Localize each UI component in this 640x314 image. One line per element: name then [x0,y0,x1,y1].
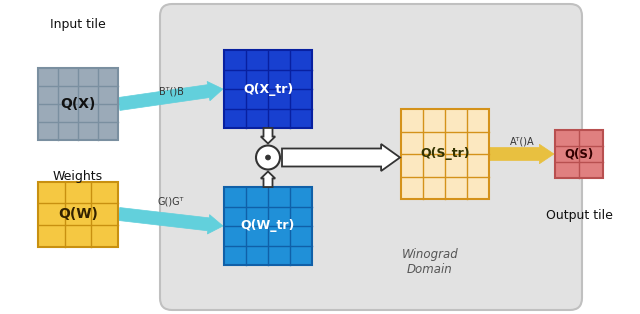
Circle shape [256,145,280,170]
FancyBboxPatch shape [160,4,582,310]
Text: Input tile: Input tile [50,18,106,31]
Polygon shape [118,208,223,234]
Bar [38,181,118,246]
Text: Q(S): Q(S) [564,148,594,160]
Bar [401,109,489,199]
Bar [224,50,312,128]
Polygon shape [118,81,223,111]
Text: Output tile: Output tile [545,209,612,222]
Text: Q(X): Q(X) [60,97,96,111]
Text: Aᵀ()A: Aᵀ()A [509,137,534,147]
Text: Q(W): Q(W) [58,207,98,221]
Text: Q(W_tr): Q(W_tr) [241,219,295,232]
Text: Bᵀ()B: Bᵀ()B [159,86,184,96]
Bar [38,68,118,140]
Text: G()Gᵀ: G()Gᵀ [158,196,184,206]
Bar [224,187,312,265]
Polygon shape [261,171,275,187]
Polygon shape [282,144,400,171]
Bar [555,130,603,178]
Text: Winograd
Domain: Winograd Domain [402,248,458,276]
Polygon shape [261,128,275,143]
Circle shape [266,155,271,160]
Polygon shape [490,144,554,164]
Text: Q(S_tr): Q(S_tr) [420,148,470,160]
Text: Weights: Weights [53,170,103,183]
Text: Q(X_tr): Q(X_tr) [243,83,293,95]
